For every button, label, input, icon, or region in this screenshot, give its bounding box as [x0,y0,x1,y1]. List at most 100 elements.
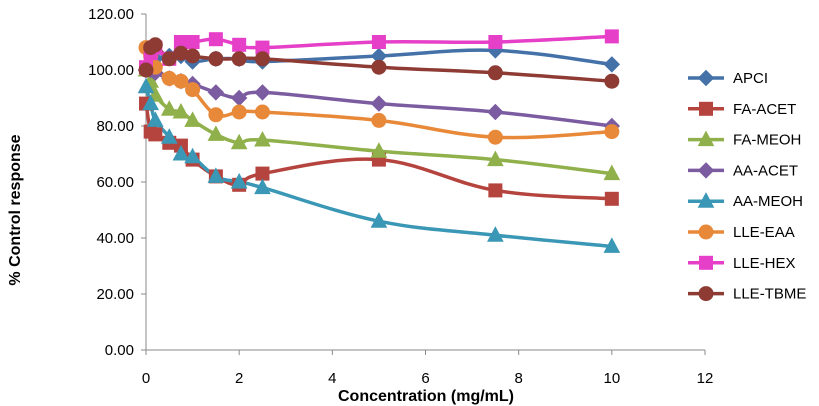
data-point-lle-eaa [487,129,503,145]
data-point-fa-meoh [172,102,190,119]
data-point-aa-acet [370,95,388,112]
y-tick-label: 60.00 [96,174,134,191]
data-point-lle-tbme [604,73,620,89]
x-tick-label: 0 [142,370,150,387]
data-point-fa-acet [255,166,270,181]
data-point-lle-hex [232,37,247,52]
x-tick-label: 12 [697,370,714,387]
data-point-aa-meoh [142,94,159,111]
data-point-lle-tbme [371,59,387,75]
legend-label: FA-ACET [733,101,796,118]
data-point-aa-acet [254,84,271,101]
data-point-lle-eaa [371,112,387,128]
data-point-lle-hex [371,35,386,49]
legend-marker [697,69,715,87]
y-tick-label: 100.00 [88,62,134,79]
data-point-lle-hex [185,35,200,49]
data-point-lle-hex [488,35,503,49]
legend-marker [697,162,715,179]
data-point-lle-tbme [231,51,247,67]
series-points-lle-tbme [138,37,620,89]
y-tick-label: 40.00 [96,230,134,247]
legend-label: AA-MEOH [733,193,803,210]
legend-item-lle-hex: LLE-HEX [688,255,796,272]
data-point-aa-acet [230,89,248,107]
data-point-aa-meoh [370,212,388,228]
data-point-aa-meoh [603,237,621,253]
y-tick-label: 80.00 [96,118,134,135]
data-point-lle-hex [604,29,619,44]
y-tick-label: 120.00 [88,6,134,23]
data-point-lle-tbme [208,51,224,67]
data-point-lle-eaa [185,82,201,98]
legend-item-lle-eaa: LLE-EAA [688,224,795,241]
data-point-aa-meoh [487,226,504,242]
legend-marker [698,224,714,240]
data-point-fa-meoh [370,142,388,158]
data-point-lle-tbme [185,48,201,64]
data-point-fa-meoh [230,133,248,150]
data-point-fa-meoh [487,150,504,167]
series-points-fa-meoh [137,60,621,181]
data-point-fa-meoh [254,130,271,147]
legend: APCI FA-ACET FA-MEOH AA-ACET AA-MEOH LLE-EAA L… [688,69,806,303]
x-axis-title: Concentration (mg/mL) [338,388,514,405]
data-point-aa-meoh [146,111,164,127]
legend-label: LLE-TBME [733,286,806,303]
data-point-lle-eaa [231,104,247,120]
legend-marker [699,101,713,116]
data-point-aa-meoh [160,128,178,144]
legend-item-aa-meoh: AA-MEOH [688,192,803,210]
data-point-lle-tbme [147,37,163,53]
data-point-fa-meoh [603,164,621,181]
legend-item-fa-acet: FA-ACET [688,101,796,118]
data-point-lle-tbme [254,51,270,67]
y-tick-label: 0.00 [105,342,134,359]
data-point-fa-acet [148,127,163,142]
legend-marker [698,286,714,302]
legend-item-lle-tbme: LLE-TBME [688,286,806,303]
data-point-lle-hex [208,32,223,47]
series-points-aa-meoh [137,77,621,253]
data-point-fa-acet [604,191,619,206]
data-point-lle-eaa [254,104,270,120]
x-tick-label: 10 [603,370,620,387]
data-point-aa-acet [487,103,504,121]
legend-label: APCI [733,70,768,87]
data-point-aa-meoh [254,178,271,195]
data-point-fa-meoh [184,111,201,127]
legend-label: LLE-EAA [733,224,795,241]
legend-item-aa-acet: AA-ACET [688,162,798,179]
y-tick-label: 20.00 [96,286,134,303]
legend-item-apci: APCI [688,69,768,87]
data-point-aa-meoh [137,77,155,94]
x-tick-label: 6 [421,370,429,387]
data-point-apci [603,56,621,73]
x-tick-label: 8 [514,370,522,387]
data-point-lle-tbme [487,65,503,81]
data-point-aa-meoh [172,144,190,161]
legend-label: FA-MEOH [733,132,801,149]
series-markers [137,29,621,253]
data-point-aa-acet [207,84,225,101]
legend-item-fa-meoh: FA-MEOH [688,130,801,149]
legend-label: LLE-HEX [733,255,796,272]
data-point-aa-meoh [230,172,248,189]
legend-label: AA-ACET [733,162,798,179]
legend-marker [697,192,715,208]
data-point-lle-eaa [208,107,224,123]
x-tick-label: 4 [328,370,336,387]
legend-marker [697,130,715,147]
data-point-lle-tbme [138,62,154,78]
axes: 0.00 20.00 40.00 60.00 80.00 100.00 120.00 0 2 4 6… [88,6,713,387]
legend-marker [699,255,713,270]
data-point-lle-eaa [173,73,189,89]
data-point-fa-meoh [160,100,178,116]
data-point-aa-meoh [207,167,225,183]
x-tick-label: 2 [235,370,243,387]
data-point-fa-acet [488,183,503,198]
data-point-aa-meoh [184,147,201,164]
data-point-lle-eaa [604,124,620,140]
y-axis-title: % Control response [7,134,24,285]
